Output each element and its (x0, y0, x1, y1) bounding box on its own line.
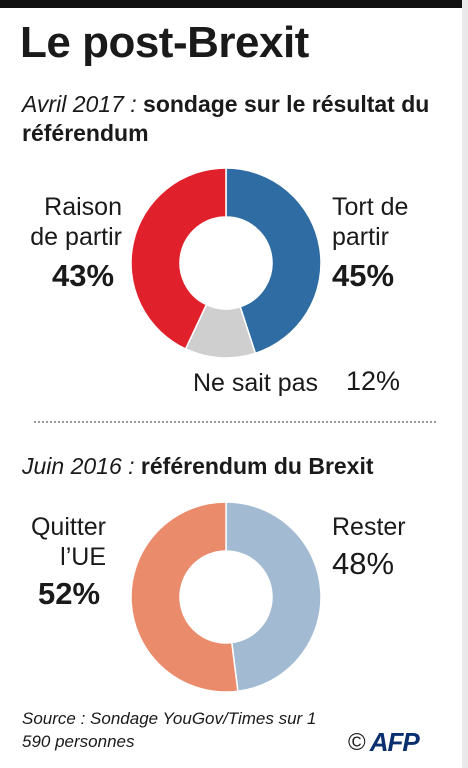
label-quitter-ue: Quitter l’UE (30, 513, 106, 571)
chart2-subtitle: Juin 2016 : référendum du Brexit (22, 452, 452, 481)
label-tort-de-partir: Tort de partir (332, 193, 409, 251)
donut-2016-slice-0 (225, 502, 321, 692)
chart1-date-label: Avril 2017 : (22, 91, 137, 117)
label-raison-de-partir: Raison de partir (30, 193, 122, 251)
pct-raison-de-partir: 43% (52, 258, 115, 293)
top-bar (0, 0, 468, 8)
credit: © AFP (348, 727, 420, 758)
donut-chart-2017 (131, 168, 321, 358)
donut-chart-2016 (131, 502, 321, 692)
section-divider (34, 421, 436, 423)
donut-2017-slice-0 (225, 168, 321, 355)
pct-rester: 48% (332, 546, 395, 581)
afp-logo: AFP (369, 727, 420, 757)
pct-ne-sait-pas: 12% (346, 366, 401, 396)
pct-tort-de-partir: 45% (332, 258, 395, 293)
pct-quitter-ue: 52% (38, 576, 101, 611)
page-title: Le post-Brexit (20, 18, 309, 67)
right-border (462, 0, 468, 768)
chart2-subtitle-text: référendum du Brexit (140, 453, 374, 479)
chart2-date-label: Juin 2016 : (22, 453, 135, 479)
donut-2016-slice-1 (131, 502, 239, 692)
label-ne-sait-pas: Ne sait pas (193, 369, 319, 397)
copyright-symbol: © (348, 728, 366, 756)
chart1-subtitle: Avril 2017 : sondage sur le résultat du … (22, 90, 442, 148)
label-rester: Rester (332, 513, 406, 541)
chart1-subtitle-text: sondage sur le résultat du référendum (22, 91, 430, 146)
source-note: Source : Sondage YouGov/Times sur 1 590 … (22, 709, 317, 751)
donut-2017-slice-2 (131, 168, 227, 350)
